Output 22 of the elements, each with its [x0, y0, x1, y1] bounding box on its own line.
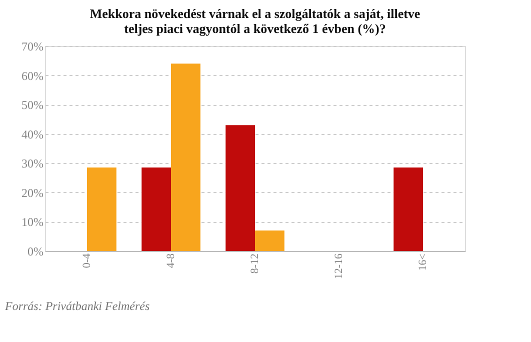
x-tick-label: 12-16	[333, 253, 345, 280]
y-tick-label: 50%	[22, 98, 44, 112]
y-tick-label: 20%	[22, 186, 44, 200]
y-tick-label: 10%	[22, 215, 44, 230]
bar	[87, 168, 116, 251]
y-tick-label: 30%	[22, 156, 44, 171]
x-tick-label: 0-4	[81, 253, 93, 268]
bar	[171, 64, 200, 251]
y-tick-label: 0%	[28, 244, 44, 258]
text: Mekkora növekedést várnak el a szolgáltatók a saját, illetve	[90, 6, 420, 21]
x-tick-label: 16<	[417, 254, 429, 271]
text: teljes piaci vagyontól a következő 1 évben (%)?	[124, 21, 386, 36]
bar	[142, 168, 171, 251]
x-tick-label: 4-8	[165, 253, 177, 268]
bar	[226, 125, 255, 251]
y-tick-label: 40%	[22, 127, 44, 142]
bar	[255, 230, 284, 251]
bar	[394, 168, 423, 251]
y-tick-label: 70%	[22, 40, 44, 54]
text: Forrás: Privátbanki Felmérés	[4, 299, 150, 313]
x-tick-label: 8-12	[249, 254, 261, 274]
y-tick-label: 60%	[22, 68, 44, 83]
